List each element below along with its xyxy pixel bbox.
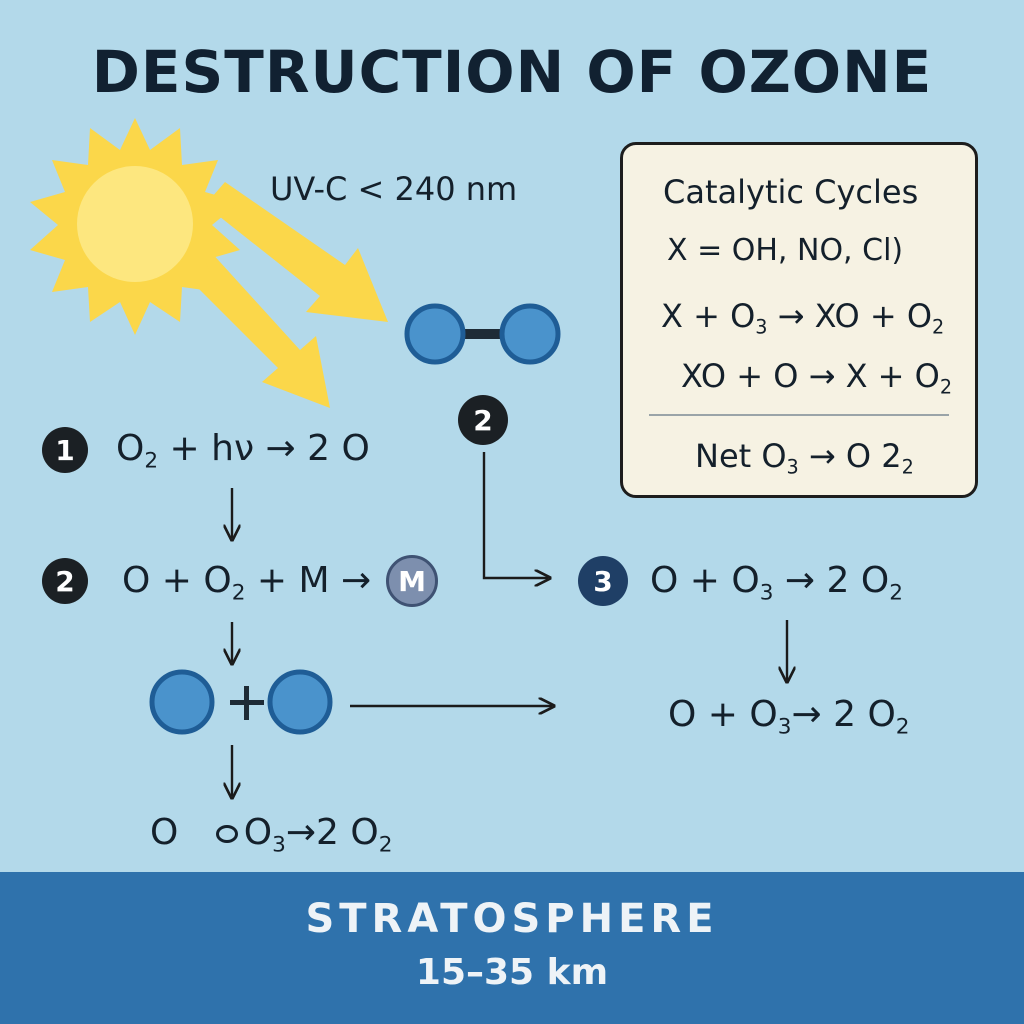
step-3-badge: 3 bbox=[578, 556, 628, 606]
footer-title: STRATOSPHERE bbox=[305, 896, 719, 942]
sun-ray-arrow-right bbox=[205, 182, 388, 322]
step-1-badge: 1 bbox=[42, 427, 88, 473]
bottom-equation: O O3→2 O2 bbox=[150, 812, 393, 858]
catalytic-reaction-2: XO + O → X + O2 bbox=[681, 357, 953, 399]
small-oxygen-ring-icon bbox=[215, 825, 238, 843]
oxygen-atoms-pair-icon bbox=[149, 669, 333, 735]
stratosphere-footer bbox=[0, 872, 1024, 1024]
step-2-badge: 2 bbox=[42, 558, 88, 604]
catalytic-cycles-panel: Catalytic Cycles X = OH, NO, Cl) X + O3 … bbox=[620, 142, 978, 498]
step-2-equation: O + O2 + M → bbox=[122, 560, 372, 606]
catalytic-reaction-1: X + O3 → XO + O2 bbox=[661, 297, 945, 339]
catalytic-net-reaction: Net O3 → O 22 bbox=[695, 437, 914, 479]
catalytic-divider bbox=[649, 414, 949, 416]
step-2-top-badge: 2 bbox=[458, 395, 508, 445]
page-title: DESTRUCTION OF OZONE bbox=[91, 38, 933, 106]
catalytic-heading: Catalytic Cycles bbox=[663, 173, 919, 211]
sun-icon bbox=[30, 118, 240, 335]
right-result-equation: O + O3→ 2 O2 bbox=[668, 694, 910, 740]
third-body-m-badge: M bbox=[386, 555, 438, 607]
uv-wavelength-label: UV-C < 240 nm bbox=[270, 170, 518, 208]
elbow-connector-arrow bbox=[482, 452, 548, 578]
step-1-equation: O2 + hν → 2 O bbox=[116, 428, 370, 474]
oxygen-molecule-icon bbox=[404, 303, 561, 365]
catalytic-definition: X = OH, NO, Cl) bbox=[667, 233, 904, 268]
step-3-equation: O + O3 → 2 O2 bbox=[650, 560, 903, 606]
footer-altitude: 15–35 km bbox=[415, 952, 609, 993]
